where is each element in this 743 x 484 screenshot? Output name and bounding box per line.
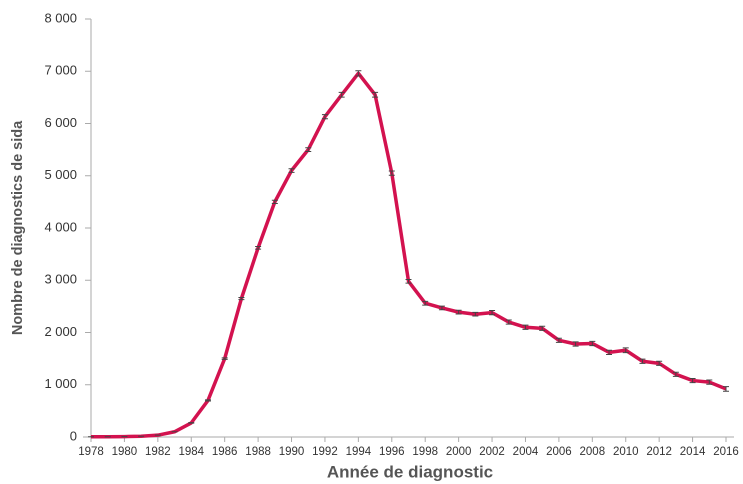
- error-bar: [455, 309, 462, 315]
- x-tick-label: 1988: [245, 446, 271, 458]
- error-bar: [355, 70, 362, 77]
- error-bar: [422, 300, 429, 306]
- error-bar: [255, 246, 262, 250]
- error-bar: [505, 319, 512, 325]
- x-tick-label: 2012: [646, 446, 672, 458]
- x-tick-label: 2004: [513, 446, 539, 458]
- x-tick-label: 1998: [412, 446, 438, 458]
- error-bar: [305, 147, 312, 152]
- error-bar: [606, 349, 613, 355]
- x-tick-label: 1990: [279, 446, 305, 458]
- y-tick-label: 5 000: [44, 167, 77, 182]
- y-tick-label: 4 000: [44, 219, 77, 234]
- error-bar: [706, 379, 713, 385]
- error-bar: [555, 337, 562, 343]
- x-tick-label: 1978: [78, 446, 104, 458]
- y-tick-label: 8 000: [44, 10, 77, 25]
- x-tick-label: 1982: [145, 446, 171, 458]
- error-bar: [656, 360, 663, 366]
- y-tick-label: 2 000: [44, 324, 77, 339]
- error-bar: [338, 91, 345, 98]
- data-line: [91, 71, 727, 439]
- x-tick-label: 2010: [613, 446, 639, 458]
- error-bar: [238, 296, 245, 301]
- x-tick-label: 2006: [546, 446, 572, 458]
- x-tick-label: 1980: [112, 446, 138, 458]
- y-axis-title: Nombre de diagnostics de sida: [10, 120, 26, 335]
- error-bar: [204, 399, 211, 402]
- error-bar: [321, 114, 328, 120]
- x-tick-label: 1984: [178, 446, 204, 458]
- x-tick-label: 1994: [346, 446, 372, 458]
- x-tick-label: 2014: [680, 446, 706, 458]
- error-bar: [271, 199, 278, 204]
- x-tick-label: 2008: [580, 446, 606, 458]
- error-bar: [221, 357, 228, 360]
- x-tick-label: 2016: [713, 446, 739, 458]
- error-bar: [288, 168, 295, 173]
- y-tick-label: 6 000: [44, 115, 77, 130]
- error-bar: [689, 377, 696, 384]
- error-bar: [639, 358, 646, 364]
- error-bar: [188, 422, 195, 424]
- y-tick-label: 1 000: [44, 376, 77, 391]
- y-tick-label: 0: [70, 428, 77, 443]
- y-tick-label: 3 000: [44, 272, 77, 287]
- error-bar: [388, 170, 395, 176]
- error-bar: [372, 91, 379, 98]
- error-bar: [438, 305, 445, 311]
- x-axis-title: Année de diagnostic: [327, 462, 493, 481]
- error-bar: [539, 325, 546, 331]
- x-tick-label: 1996: [379, 446, 405, 458]
- x-tick-label: 2000: [446, 446, 472, 458]
- y-tick-label: 7 000: [44, 63, 77, 78]
- error-bar: [522, 324, 529, 330]
- x-tick-label: 1992: [312, 446, 338, 458]
- error-bar: [723, 386, 729, 392]
- error-bar: [489, 310, 496, 316]
- error-bar: [405, 278, 412, 284]
- error-bar: [622, 347, 629, 354]
- error-bar: [472, 311, 479, 317]
- error-bar: [672, 371, 679, 377]
- error-bar: [589, 340, 596, 347]
- x-tick-label: 1986: [212, 446, 238, 458]
- error-bar: [572, 341, 579, 347]
- x-tick-label: 2002: [479, 446, 505, 458]
